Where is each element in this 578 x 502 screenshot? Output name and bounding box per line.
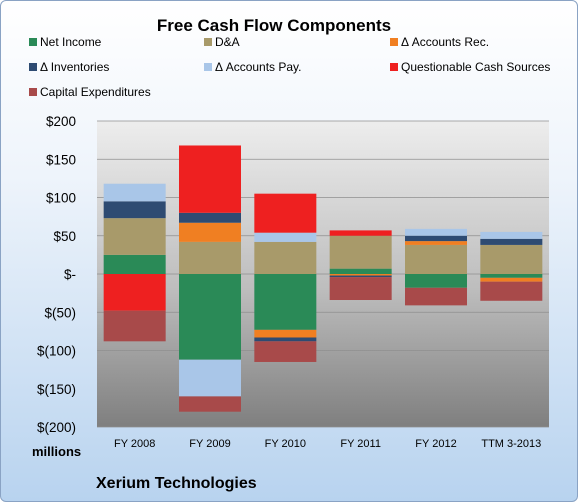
bar-segment [179,359,241,397]
bar-segment [179,396,241,412]
y-tick-label: $150 [46,152,76,167]
bar-segment [405,228,467,236]
legend: Net Income D&A Δ Accounts Rec. Δ Inventorie… [29,35,550,99]
bar-segment [480,244,543,274]
x-axis-ticks: FY 2008 FY 2009 FY 2010 FY 2011 FY 2012 TTM 3… [114,438,541,450]
x-tick-label: FY 2009 [189,438,230,450]
x-tick-label: FY 2010 [265,438,306,450]
bar-segment [480,274,543,278]
y-tick-label: $(100) [37,344,76,359]
legend-swatch [390,63,398,71]
bar-segment [254,274,317,330]
x-tick-label: TTM 3-2013 [481,438,541,450]
y-tick-label: $100 [46,191,76,206]
legend-label: Δ Accounts Rec. [401,35,489,49]
bar-segment [329,230,392,236]
legend-label: Net Income [40,35,102,49]
bar-segment [480,231,543,239]
bar-segment [254,337,317,342]
bar-segment [103,254,166,274]
legend-label: Δ Inventories [40,60,109,74]
bar-segment [254,232,317,242]
legend-swatch [390,38,398,46]
x-tick-label: FY 2011 [340,438,381,450]
gridlines [97,120,549,428]
y-axis-ticks: $200 $150 $100 $50 $- $(50) $(100) $(150) $(200) [37,114,76,435]
bar-segment [179,222,241,242]
bar-segment [254,241,317,274]
bar-segment [179,241,241,274]
legend-label: Questionable Cash Sources [401,60,550,74]
bar-segment [179,212,241,223]
bar-segment [103,218,166,255]
x-tick-label: FY 2008 [114,438,155,450]
bar-segment [179,274,241,360]
units-label: millions [32,444,81,459]
bar-segment [480,238,543,245]
y-tick-label: $(200) [37,420,76,435]
bar-segment [405,244,467,274]
legend-label: Capital Expenditures [40,85,151,99]
bar-segment [405,241,467,245]
bars [103,145,543,412]
bar-segment [103,274,166,311]
y-tick-label: $- [64,267,76,282]
bar-segment [254,193,317,233]
bar-segment [329,275,392,278]
x-tick-label: FY 2012 [415,438,456,450]
bar-segment [405,287,467,306]
y-tick-label: $(50) [44,305,76,320]
chart-title: Free Cash Flow Components [157,16,391,35]
company-name: Xerium Technologies [96,475,257,492]
legend-swatch [204,63,212,71]
y-tick-label: $50 [53,229,76,244]
bar-segment [329,235,392,269]
y-tick-label: $(150) [37,382,76,397]
y-tick-label: $200 [46,114,76,129]
bar-segment [405,235,467,242]
bar-segment [103,183,166,202]
bar-segment [254,329,317,338]
bar-segment [103,201,166,219]
bar-segment [329,277,392,301]
legend-label: D&A [215,35,240,49]
bar-segment [254,341,317,362]
legend-swatch [204,38,212,46]
bar-segment [103,310,166,342]
legend-swatch [29,88,37,96]
bar-segment [179,145,241,213]
bar-segment [480,281,543,301]
legend-label: Δ Accounts Pay. [215,60,302,74]
bar-segment [329,268,392,274]
bar-segment [329,274,392,276]
legend-swatch [29,63,37,71]
bar-segment [480,277,543,282]
bar-segment [405,274,467,288]
legend-swatch [29,38,37,46]
